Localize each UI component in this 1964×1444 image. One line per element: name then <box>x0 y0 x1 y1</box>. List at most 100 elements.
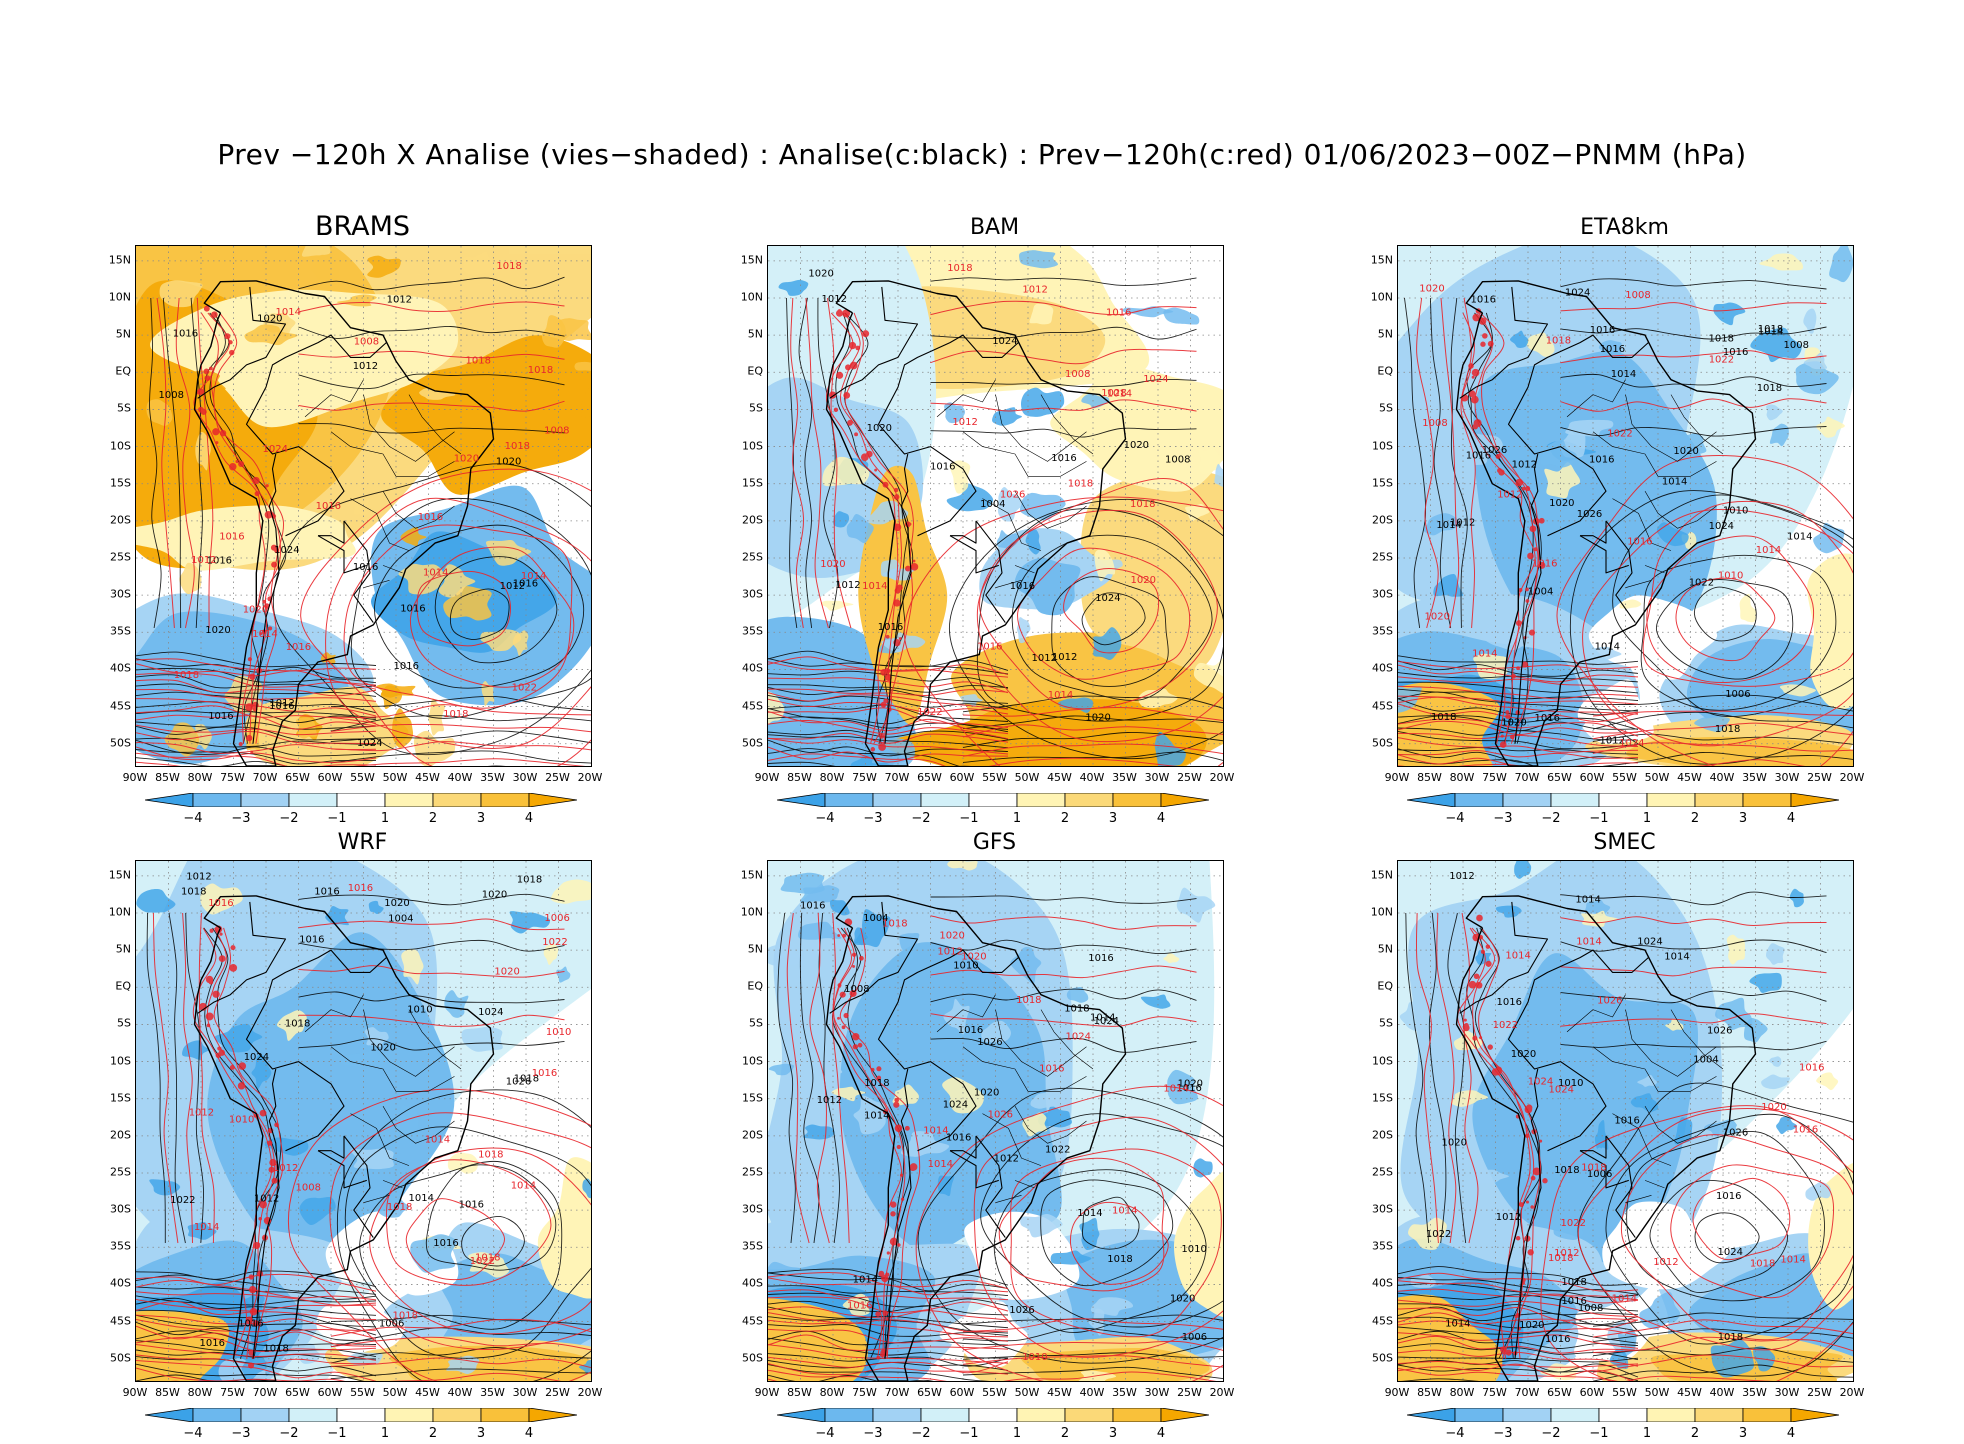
colorbar-tick-label: −2 <box>1541 811 1561 826</box>
analysis-contour-label: 1018 <box>1709 334 1734 345</box>
lat-tick-label: 15N <box>1370 253 1393 267</box>
lon-tick-label: 55W <box>982 1386 1007 1399</box>
analysis-contour-label: 1014 <box>1595 641 1620 652</box>
lat-tick-label: 30S <box>742 587 763 601</box>
colorbar-swatch <box>968 1408 1018 1422</box>
forecast-contour-label: 1014 <box>194 1222 219 1233</box>
lon-tick-label: 30W <box>1144 1386 1170 1399</box>
analysis-contour-label: 1014 <box>1787 532 1812 543</box>
analysis-contour-label: 1016 <box>1051 453 1076 464</box>
analysis-contour-label: 1024 <box>244 1052 269 1063</box>
forecast-contour-label: 1024 <box>1619 738 1644 749</box>
analysis-contour-label: 1026 <box>1009 1305 1034 1316</box>
forecast-contour-label: 1022 <box>1493 1020 1518 1031</box>
lon-tick-label: 75W <box>1482 771 1507 784</box>
analysis-contour-label: 1012 <box>186 872 211 883</box>
lon-tick-label: 35W <box>1112 771 1137 784</box>
analysis-contour-label: 1024 <box>1095 593 1120 604</box>
forecast-contour-label: 1012 <box>189 1108 214 1119</box>
lon-tick-label: 50W <box>1644 1386 1670 1399</box>
lon-tick-label: 60W <box>949 771 975 784</box>
lat-tick-label: 10N <box>1370 290 1393 304</box>
lon-tick-label: 90W <box>754 771 780 784</box>
lat-tick-label: 10N <box>740 290 763 304</box>
lon-tick-label: 65W <box>1547 771 1572 784</box>
analysis-contour-label: 1016 <box>207 556 232 567</box>
colorbar-swatch <box>432 793 482 807</box>
lon-tick-label: 85W <box>1417 771 1442 784</box>
lon-tick-label: 45W <box>415 771 440 784</box>
analysis-contour-label: 1020 <box>1124 440 1149 451</box>
analysis-contour-label: 1020 <box>1511 1049 1536 1060</box>
analysis-contour-label: 1016 <box>1545 1334 1570 1345</box>
analysis-contour-label: 1016 <box>946 1132 971 1143</box>
lon-tick-label: 55W <box>982 771 1007 784</box>
analysis-contour-label: 1016 <box>433 1238 458 1249</box>
analysis-contour-label: 1016 <box>200 1338 225 1349</box>
lon-tick-label: 20W <box>577 771 603 784</box>
forecast-contour-label: 1018 <box>393 1311 418 1322</box>
lat-tick-label: 5N <box>1377 942 1393 956</box>
analysis-contour-label: 1016 <box>1600 344 1625 355</box>
colorbar-swatch <box>1550 793 1600 807</box>
forecast-contour-label: 1014 <box>1780 1254 1805 1265</box>
lon-tick-label: 85W <box>155 771 180 784</box>
lat-tick-label: 30S <box>110 587 131 601</box>
forecast-contour-label: 1018 <box>1130 499 1155 510</box>
lon-tick-label: 55W <box>1612 1386 1637 1399</box>
lat-tick-label: 15S <box>1372 476 1393 490</box>
analysis-contour-label: 1016 <box>1716 1191 1741 1202</box>
forecast-contour-label: 1014 <box>928 1159 953 1170</box>
analysis-contour-label: 1014 <box>1758 326 1783 337</box>
analysis-contour-label: 1012 <box>353 361 378 372</box>
lon-tick-label: 25W <box>545 1386 570 1399</box>
forecast-contour-label: 1020 <box>494 967 519 978</box>
longitude-axis: 90W 85W 80W 75W 70W 65W 60W 55W 50W 45W 40W 35W 30W 2… <box>755 771 1235 787</box>
analysis-contour-label: 1016 <box>800 901 825 912</box>
analysis-contour-label: 1014 <box>1077 1208 1102 1219</box>
analysis-contour-label: 1018 <box>1431 712 1456 723</box>
analysis-contour-label: 1016 <box>269 701 294 712</box>
analysis-contour-label: 1024 <box>357 738 382 749</box>
lon-tick-label: 50W <box>382 771 408 784</box>
lat-tick-label: EQ <box>747 364 763 378</box>
lat-tick-label: 50S <box>742 1351 763 1365</box>
forecast-contour-label: 1012 <box>1497 490 1522 501</box>
analysis-contour-label: 1020 <box>370 1042 395 1053</box>
lon-tick-label: 65W <box>1547 1386 1572 1399</box>
lat-tick-label: 20S <box>110 513 131 527</box>
lon-tick-label: 35W <box>1742 771 1767 784</box>
forecast-contour-label: 1014 <box>1505 951 1530 962</box>
lon-tick-label: 55W <box>1612 771 1637 784</box>
colorbar-swatch <box>872 793 922 807</box>
forecast-contour-label: 1016 <box>1039 1064 1064 1075</box>
lon-tick-label: 40W <box>447 1386 473 1399</box>
lon-tick-label: 80W <box>187 1386 213 1399</box>
lon-tick-label: 20W <box>1839 1386 1865 1399</box>
forecast-contour-label: 1008 <box>296 1182 321 1193</box>
latitude-axis: 15N 10N 5N EQ 5S 10S 15S 20S 25S 30S 35S 40S 45S 50S <box>727 860 763 1380</box>
colorbar-swatch <box>920 1408 970 1422</box>
analysis-contour-label: 1020 <box>1442 1138 1467 1149</box>
analysis-contour-label: 1016 <box>394 661 419 672</box>
analysis-contour-label: 1008 <box>1578 1303 1603 1314</box>
colorbar-tick-label: −2 <box>279 811 299 826</box>
lon-tick-label: 70W <box>252 1386 278 1399</box>
colorbar-swatch <box>968 793 1018 807</box>
colorbar-swatch <box>1160 1408 1209 1422</box>
forecast-contour-label: 1020 <box>939 931 964 942</box>
analysis-contour-label: 1016 <box>1176 1083 1201 1094</box>
lon-tick-label: 45W <box>1677 771 1702 784</box>
analysis-contour-label: 1022 <box>1426 1229 1451 1240</box>
map-panel-smec: 1016 1018 1016 1014 1012 1010 1016 1014 1018 1020… <box>1397 860 1854 1382</box>
lon-tick-label: 80W <box>187 771 213 784</box>
analysis-contour-label: 1020 <box>257 314 282 325</box>
lat-tick-label: 50S <box>110 1351 131 1365</box>
colorbar-swatch <box>1598 1408 1648 1422</box>
lat-tick-label: 10S <box>742 1054 763 1068</box>
longitude-axis: 90W 85W 80W 75W 70W 65W 60W 55W 50W 45W 40W 35W 30W 2… <box>123 1386 603 1402</box>
panel-title-eta8km: ETA8km <box>1580 215 1669 240</box>
lon-tick-label: 90W <box>122 1386 148 1399</box>
lon-tick-label: 75W <box>852 1386 877 1399</box>
analysis-contour-label: 1018 <box>1064 1003 1089 1014</box>
